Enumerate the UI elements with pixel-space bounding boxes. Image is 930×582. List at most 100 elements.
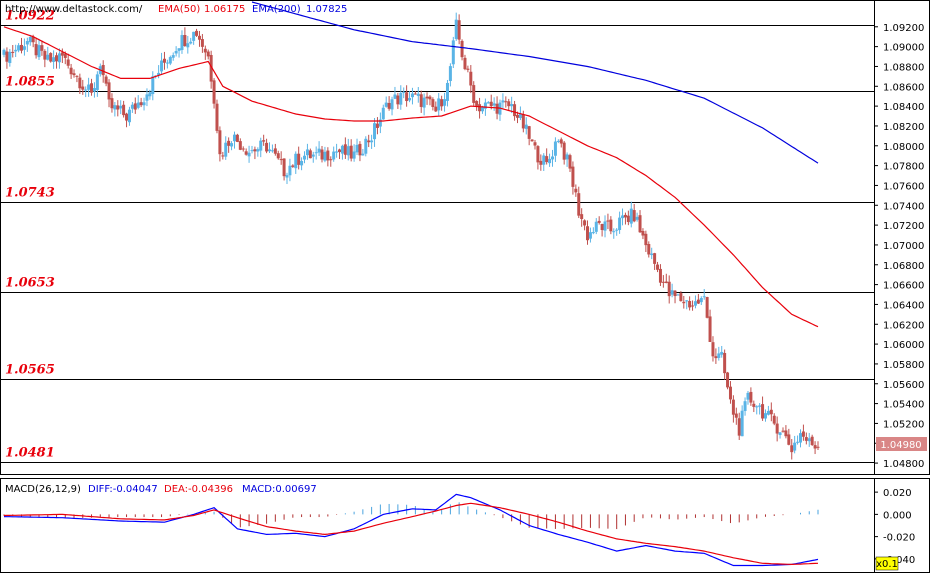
candle-body: [621, 215, 625, 219]
candle-body: [2, 49, 6, 55]
candle-body: [40, 45, 44, 51]
candle-body: [206, 51, 210, 57]
macd-diff-value: DIFF:-0.04047: [88, 484, 158, 495]
candle-body: [14, 49, 18, 52]
candle-body: [267, 149, 271, 152]
price-tick-label: 1.06600: [883, 281, 924, 292]
candle-body: [469, 71, 473, 86]
candle-body: [434, 106, 438, 112]
candle-body: [419, 94, 423, 107]
candle-body: [384, 102, 388, 107]
candle-body: [340, 145, 344, 154]
candle-body: [761, 404, 765, 419]
candle-body: [157, 72, 161, 76]
candle-body: [720, 351, 724, 355]
candle-body: [387, 102, 391, 109]
price-tick-label: 1.05200: [883, 419, 924, 430]
candle-body: [122, 104, 126, 116]
candle-body: [195, 30, 199, 36]
candle-body: [101, 64, 105, 76]
candle-body: [329, 159, 333, 161]
candle-body: [530, 139, 534, 142]
candle-body: [241, 148, 245, 150]
candle-body: [297, 153, 301, 165]
candle-body: [766, 410, 770, 415]
scale-badge[interactable]: [875, 556, 899, 571]
scale-badge-text[interactable]: x0.1: [876, 559, 898, 570]
candle-body: [483, 102, 487, 109]
candle-body: [676, 294, 680, 296]
candle-body: [737, 418, 741, 436]
candle-body: [495, 103, 499, 114]
candle-body: [726, 372, 730, 388]
candle-body: [769, 409, 773, 415]
candle-body: [405, 92, 409, 102]
candle-body: [629, 208, 633, 224]
candle-body: [177, 48, 181, 51]
candle-body: [425, 96, 429, 99]
macd-diff-line: [3, 493, 819, 567]
candle-body: [69, 67, 73, 75]
price-tick-label: 1.07000: [883, 241, 924, 252]
ema200-line: [251, 1, 819, 164]
candle-body: [160, 60, 164, 72]
candle-body: [568, 155, 572, 169]
candle-body: [705, 297, 709, 318]
candle-body: [714, 356, 718, 359]
candle-body: [533, 142, 537, 146]
candle-body: [793, 442, 797, 451]
candle-body: [145, 94, 149, 101]
candle-body: [125, 113, 129, 121]
candle-body: [81, 86, 85, 90]
candle-body: [279, 159, 283, 161]
candle-body: [303, 155, 307, 160]
candle-body: [408, 97, 412, 101]
candle-body: [192, 31, 196, 41]
candle-body: [559, 139, 563, 144]
candle-body: [778, 432, 782, 435]
candle-body: [352, 151, 356, 159]
candle-body: [480, 106, 484, 112]
candle-body: [440, 99, 444, 107]
candle-body: [136, 102, 140, 108]
price-tick-label: 1.06200: [883, 320, 924, 331]
candle-body: [688, 300, 692, 308]
candle-body: [763, 413, 767, 419]
candle-body: [588, 232, 592, 239]
price-tick-label: 1.08400: [883, 102, 924, 113]
candle-body: [119, 105, 123, 109]
candle-body: [282, 158, 286, 177]
candle-body: [804, 437, 808, 441]
candle-body: [72, 73, 76, 76]
candle-body: [338, 149, 342, 153]
candle-body: [66, 59, 70, 66]
site-url[interactable]: http://www.deltastock.com/: [5, 4, 143, 15]
candle-body: [393, 94, 397, 99]
candle-body: [378, 119, 382, 127]
candle-body: [626, 215, 630, 222]
level-label: 1.0743: [5, 186, 55, 201]
candle-body: [437, 98, 441, 111]
ema200-label: EMA(200): [252, 4, 301, 15]
candle-body: [445, 82, 449, 101]
price-tick-label: 1.07600: [883, 181, 924, 192]
candle-body: [647, 244, 651, 255]
candles-layer: [2, 12, 820, 460]
candle-body: [55, 55, 59, 62]
price-axis-frame: [874, 0, 930, 475]
candle-body: [317, 148, 321, 153]
candle-body: [801, 431, 805, 437]
level-label: 1.0922: [5, 9, 55, 24]
candle-body: [691, 305, 695, 307]
candle-body: [402, 91, 406, 93]
candle-body: [326, 150, 330, 161]
candle-body: [644, 233, 648, 246]
candle-body: [215, 103, 219, 131]
macd-tick-label: 0.020: [883, 488, 912, 499]
candle-body: [364, 138, 368, 154]
candle-body: [358, 143, 362, 156]
price-tick-label: 1.08800: [883, 62, 924, 73]
candle-body: [162, 58, 166, 63]
candle-body: [127, 109, 131, 123]
candle-body: [790, 445, 794, 453]
